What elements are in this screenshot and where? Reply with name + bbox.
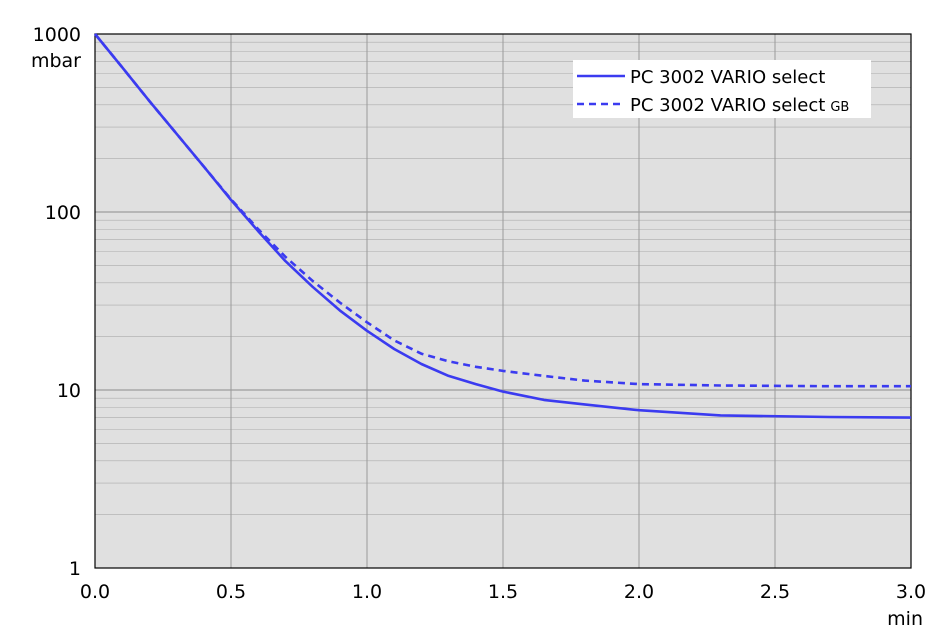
y-tick-label: 1000: [33, 24, 81, 46]
x-tick-label: 0.5: [216, 581, 246, 603]
legend: PC 3002 VARIO select PC 3002 VARIO select…: [573, 60, 871, 118]
plot-frame: [94, 33, 912, 569]
x-tick-label: 0.0: [80, 581, 110, 603]
legend-label-suffix: GB: [830, 100, 849, 115]
x-axis-ticks: 0.0 0.5 1.0 1.5 2.0 2.5 3.0: [80, 581, 926, 603]
x-tick-label: 1.0: [352, 581, 382, 603]
x-tick-label: 1.5: [488, 581, 518, 603]
y-axis-unit: mbar: [31, 50, 81, 72]
legend-label: PC 3002 VARIO select GB: [630, 95, 849, 116]
series-line-gb: [93, 33, 911, 388]
y-tick-label: 1: [69, 558, 81, 580]
x-tick-label: 3.0: [896, 581, 926, 603]
y-tick-label: 10: [57, 380, 81, 402]
y-tick-label: 100: [45, 202, 81, 224]
x-tick-label: 2.0: [624, 581, 654, 603]
x-axis-unit: min: [887, 608, 923, 630]
legend-label: PC 3002 VARIO select: [630, 67, 825, 88]
series-layer: [93, 33, 912, 419]
legend-box: [573, 60, 871, 118]
x-tick-label: 2.5: [760, 581, 790, 603]
y-axis-ticks: 1 10 100 1000: [33, 24, 81, 580]
